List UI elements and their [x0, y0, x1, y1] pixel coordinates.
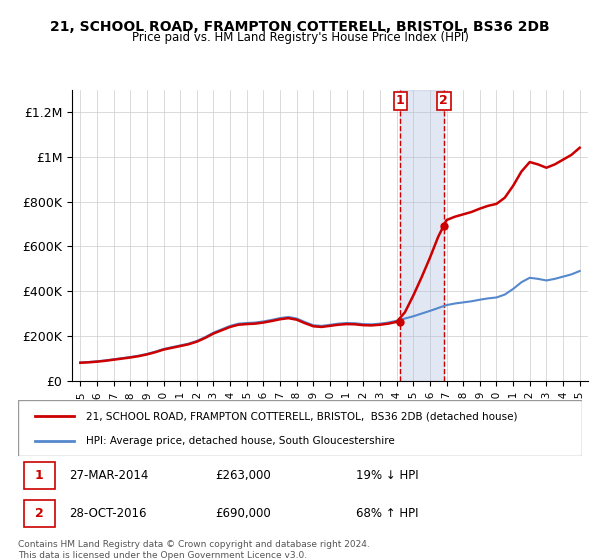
Bar — [400, 90, 443, 381]
Text: 2: 2 — [35, 507, 44, 520]
Text: Price paid vs. HM Land Registry's House Price Index (HPI): Price paid vs. HM Land Registry's House … — [131, 31, 469, 44]
Text: HPI: Average price, detached house, South Gloucestershire: HPI: Average price, detached house, Sout… — [86, 436, 394, 446]
Text: 1: 1 — [396, 94, 405, 108]
Text: 27-MAR-2014: 27-MAR-2014 — [69, 469, 148, 482]
Text: £690,000: £690,000 — [215, 507, 271, 520]
Text: 1: 1 — [35, 469, 44, 482]
Text: Contains HM Land Registry data © Crown copyright and database right 2024.
This d: Contains HM Land Registry data © Crown c… — [18, 540, 370, 560]
Text: 68% ↑ HPI: 68% ↑ HPI — [356, 507, 419, 520]
Text: 28-OCT-2016: 28-OCT-2016 — [69, 507, 146, 520]
Text: £263,000: £263,000 — [215, 469, 271, 482]
FancyBboxPatch shape — [23, 462, 55, 489]
FancyBboxPatch shape — [18, 400, 582, 456]
Text: 21, SCHOOL ROAD, FRAMPTON COTTERELL, BRISTOL,  BS36 2DB (detached house): 21, SCHOOL ROAD, FRAMPTON COTTERELL, BRI… — [86, 411, 517, 421]
FancyBboxPatch shape — [23, 500, 55, 528]
Text: 21, SCHOOL ROAD, FRAMPTON COTTERELL, BRISTOL, BS36 2DB: 21, SCHOOL ROAD, FRAMPTON COTTERELL, BRI… — [50, 20, 550, 34]
Text: 19% ↓ HPI: 19% ↓ HPI — [356, 469, 419, 482]
Text: 2: 2 — [439, 94, 448, 108]
